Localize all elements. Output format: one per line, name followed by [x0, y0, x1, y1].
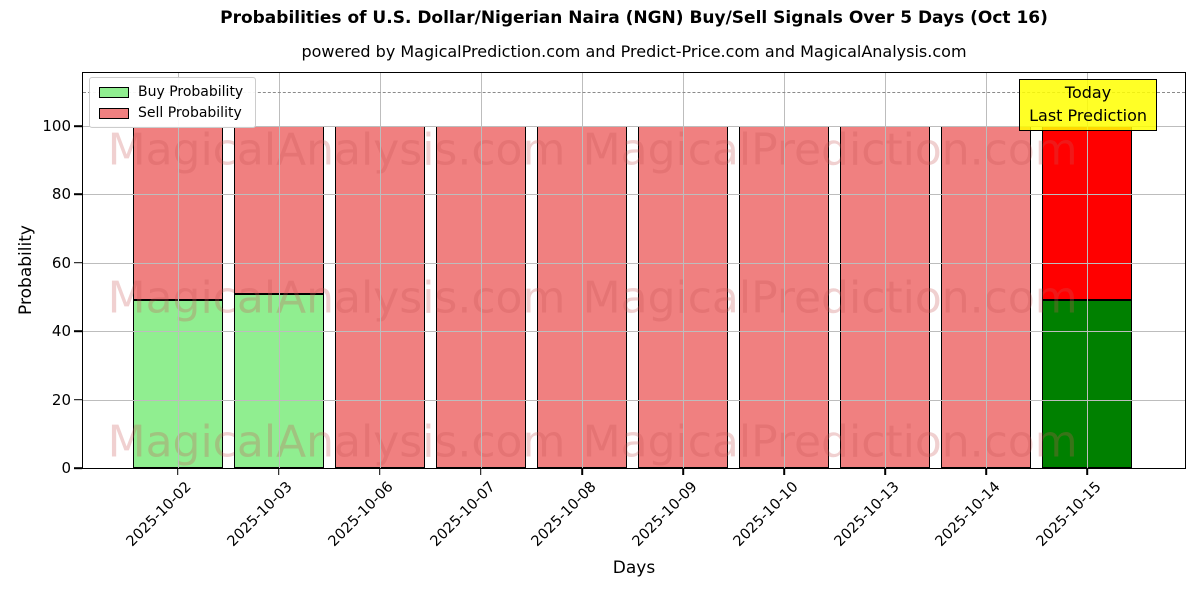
x-gridline [278, 73, 280, 468]
x-tick-label: 2025-10-03 [225, 479, 296, 550]
y-tick-label: 20 [51, 390, 71, 409]
x-tick-label: 2025-10-10 [730, 479, 802, 550]
watermark-text: MagicalAnalysis.com [107, 124, 566, 176]
x-gridline [177, 73, 179, 468]
x-tick-mark [884, 468, 886, 475]
x-gridline [581, 73, 583, 468]
y-gridline [83, 399, 1185, 401]
y-tick-mark [74, 467, 82, 469]
x-tick-label: 2025-10-13 [831, 479, 903, 550]
bar-slot: 2025-10-15 [1034, 73, 1138, 550]
y-gridline [83, 331, 1185, 333]
today-annotation: Today Last Prediction [1019, 79, 1157, 132]
bar-slot: 2025-10-13 [832, 73, 936, 550]
x-tick-mark [176, 468, 179, 475]
x-tick-mark [378, 468, 381, 475]
bar-slot: 2025-10-06 [326, 73, 430, 550]
watermark-text: MagicalPrediction.com [582, 124, 1078, 176]
bar-slot: 2025-10-03 [225, 73, 329, 550]
y-tick-label: 40 [51, 322, 71, 341]
y-tick-mark [74, 193, 82, 196]
legend-entry-label: Sell Probability [138, 105, 242, 121]
watermark-text: MagicalPrediction.com [582, 272, 1078, 324]
x-tick-mark [783, 468, 785, 475]
x-gridline [986, 73, 988, 468]
y-gridline [83, 126, 1185, 127]
bars-container: 2025-10-02 2025-10-03 2025-10-06 2025-10-07… [83, 73, 1185, 550]
x-gridline [480, 73, 482, 468]
x-gridline [784, 73, 786, 468]
y-gridline [83, 262, 1185, 264]
y-tick-label: 0 [61, 459, 71, 477]
x-tick-label: 2025-10-08 [528, 479, 600, 550]
legend-entry: Buy Probability [99, 85, 243, 99]
y-tick-mark [74, 398, 82, 401]
y-tick-mark [74, 262, 82, 264]
x-tick-mark [1086, 468, 1089, 475]
x-gridline [885, 73, 887, 468]
y-tick-label: 80 [51, 185, 71, 204]
x-tick-mark [480, 468, 482, 475]
y-tick-mark [74, 125, 82, 127]
x-gridline [379, 73, 381, 468]
chart-title: Probabilities of U.S. Dollar/Nigerian Na… [220, 8, 1048, 28]
legend-entry: Sell Probability [99, 106, 243, 120]
y-tick-label: 100 [42, 117, 71, 135]
y-axis-label: Probability [16, 225, 36, 315]
x-gridline [1087, 73, 1089, 468]
x-gridline [683, 73, 685, 468]
x-tick-mark [985, 468, 988, 475]
x-axis-label: Days [612, 558, 656, 578]
legend-entry-label: Buy Probability [138, 84, 244, 100]
bar-slot: 2025-10-02 [124, 73, 228, 550]
plot-area: 2025-10-02 2025-10-03 2025-10-06 2025-10-07… [42, 72, 1186, 550]
watermark-text: MagicalPrediction.com [582, 416, 1078, 468]
annotation-line-1: Today [1064, 83, 1112, 102]
watermark-text: MagicalAnalysis.com [107, 416, 566, 468]
x-tick-label: 2025-10-02 [123, 479, 195, 550]
y-tick-label: 60 [51, 253, 71, 272]
bar-slot: 2025-10-08 [528, 73, 632, 550]
annotation-line-2: Last Prediction [1029, 106, 1147, 126]
x-tick-label: 2025-10-06 [326, 479, 398, 550]
legend: Buy Probability Sell Probability [89, 77, 257, 128]
legend-swatch [99, 86, 129, 98]
threshold-dashed-line [83, 91, 1185, 93]
bar-slot: 2025-10-10 [731, 73, 835, 550]
legend-swatch [99, 107, 129, 119]
x-tick-mark [277, 468, 280, 475]
x-tick-label: 2025-10-15 [1033, 479, 1105, 550]
y-gridline [83, 194, 1185, 196]
bar-slot: 2025-10-14 [933, 73, 1037, 550]
bar-slot: 2025-10-07 [427, 73, 531, 550]
watermark-text: MagicalAnalysis.com [107, 272, 566, 324]
y-tick-mark [74, 330, 82, 332]
x-tick-mark [581, 468, 583, 475]
x-tick-label: 2025-10-09 [629, 479, 701, 550]
x-tick-label: 2025-10-14 [932, 479, 1004, 550]
bar-slot: 2025-10-09 [629, 73, 733, 550]
x-tick-mark [682, 468, 684, 475]
x-tick-label: 2025-10-07 [427, 479, 499, 550]
chart-subtitle: powered by MagicalPrediction.com and Pre… [301, 42, 967, 61]
